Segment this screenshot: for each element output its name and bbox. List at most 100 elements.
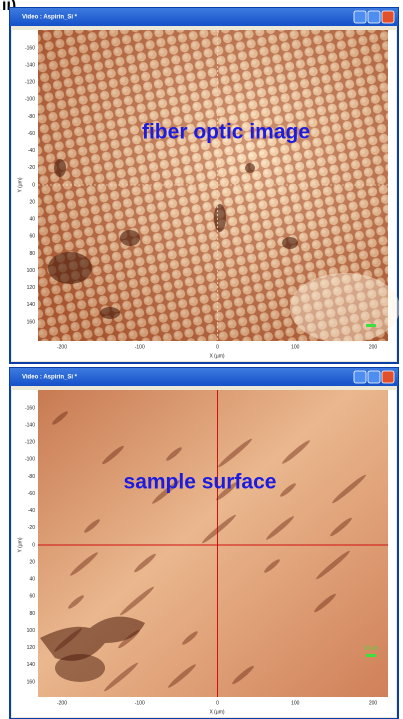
y-tick-label: -140 [25,422,35,428]
y-tick-label: -120 [25,80,35,86]
y-tick-label: -20 [28,165,35,171]
y-tick-label: 160 [27,319,36,325]
x-tick-label: -200 [57,700,67,706]
scale-bar [366,324,376,327]
y-tick-label: -40 [28,508,35,514]
y-tick-label: -20 [28,525,35,531]
y-tick-label: -40 [28,148,35,154]
x-tick-label: 100 [291,700,300,706]
y-tick-label: -60 [28,491,35,497]
surface-streak [68,595,84,609]
dark-spot [54,159,66,177]
dark-spot [100,307,120,319]
y-tick-label: -120 [25,440,35,446]
surface-streak [282,440,310,464]
y-tick-label: -80 [28,114,35,120]
y-tick-label: 40 [29,217,35,223]
dark-crystal [55,654,105,682]
surface-streak [182,631,198,645]
dark-spot [48,252,92,284]
surface-streak [280,483,296,497]
y-tick-label: 100 [27,628,36,634]
y-tick-label: -80 [28,474,35,480]
x-axis-label: X (µm) [209,709,224,715]
maximize-button[interactable] [367,10,381,24]
surface-streak [266,516,294,540]
y-tick-label: -100 [25,457,35,463]
title-bar [10,368,398,386]
x-tick-label: 200 [369,700,378,706]
dark-spot [214,204,226,232]
dark-spot [282,237,298,249]
surface-streak [104,662,138,692]
window-title: Video : Aspirin_Si * [22,15,78,21]
video-window: Video : Aspirin_Si * -160 -140 -120 -100 -80 -… [9,367,399,719]
y-tick-label: 120 [27,285,36,291]
y-tick-label: 160 [27,679,36,685]
image-shade [38,30,388,341]
surface-streak [120,586,154,616]
surface-streak [166,447,182,461]
y-tick-label: 20 [29,199,35,205]
y-tick-label: 100 [27,268,36,274]
y-axis-label: Y (µm) [17,537,23,552]
y-tick-label: 140 [27,662,36,668]
surface-streak [330,517,352,537]
y-tick-label: 40 [29,577,35,583]
surface-streak [316,550,350,580]
close-button[interactable] [381,10,395,24]
surface-streak [232,665,254,685]
surface-streak [102,445,124,465]
scale-label: 10 µm [364,645,378,651]
y-tick-label: 0 [32,542,35,548]
x-tick-label: 0 [216,700,219,706]
y-tick-label: 60 [29,234,35,240]
x-tick-label: 100 [291,344,300,350]
surface-streak [218,438,252,468]
surface-streak [84,519,100,533]
y-axis-label: Y (µm) [17,177,23,192]
minimize-button[interactable] [353,370,367,384]
x-tick-label: -100 [135,700,145,706]
surface-streak [168,664,196,688]
window-title: Video : Aspirin_Si * [22,375,78,381]
video-window: Video : Aspirin_Si * -160 -140 -120 -100 -80 -… [9,7,400,364]
y-tick-label: -160 [25,405,35,411]
surface-streak [202,514,236,544]
y-tick-label: -160 [25,45,35,51]
y-tick-label: 120 [27,645,36,651]
dark-spot [245,163,255,173]
bright-region [290,273,400,343]
title-bar [10,8,398,26]
scale-bar [366,654,376,657]
minimize-button[interactable] [353,10,367,24]
x-tick-label: 200 [369,344,378,350]
surface-streak [332,474,366,504]
surface-streak [52,411,68,425]
dark-spot [120,230,140,246]
x-axis-label: X (µm) [209,353,224,359]
close-button[interactable] [381,370,395,384]
y-tick-label: -100 [25,97,35,103]
surface-streak [216,481,238,501]
surface-streak [314,593,336,613]
overlay-label: sample surface [124,471,277,494]
surface-streak [70,552,98,576]
y-tick-label: 60 [29,594,35,600]
maximize-button[interactable] [367,370,381,384]
surface-streak [152,480,180,504]
x-tick-label: -200 [57,344,67,350]
y-tick-label: 80 [29,611,35,617]
surface-streak [264,559,280,573]
y-tick-label: -140 [25,62,35,68]
y-tick-label: 20 [29,559,35,565]
y-tick-label: 0 [32,182,35,188]
dark-crystal [40,616,145,661]
y-tick-label: -60 [28,131,35,137]
x-tick-label: 0 [216,344,219,350]
y-tick-label: 80 [29,251,35,257]
y-tick-label: 140 [27,302,36,308]
x-tick-label: -100 [135,344,145,350]
